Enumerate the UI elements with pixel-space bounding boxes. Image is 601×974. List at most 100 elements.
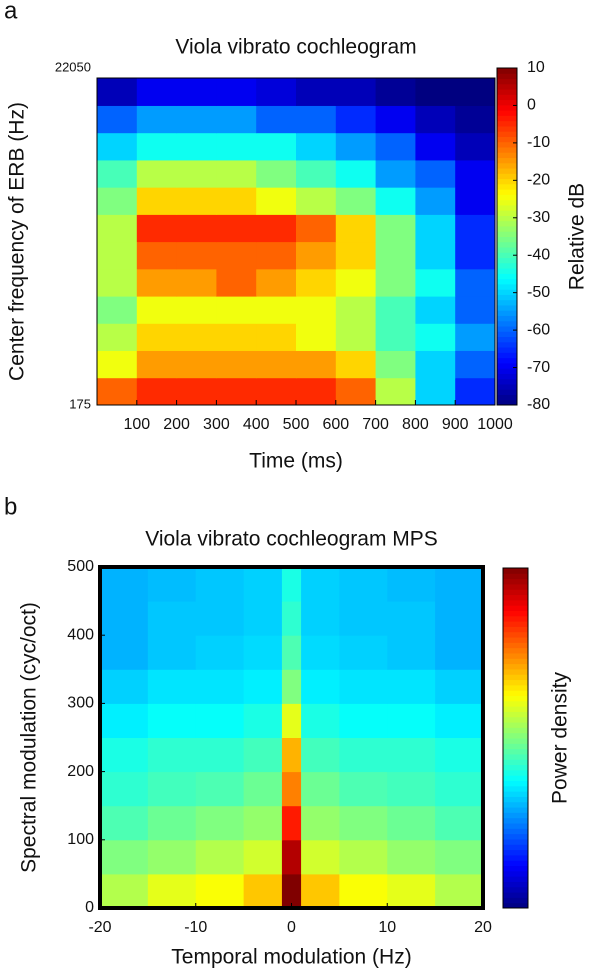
colorbar-swatch	[497, 99, 517, 106]
heatmap-cell	[301, 839, 340, 875]
heatmap-cell	[455, 268, 496, 297]
x-tick-label: 900	[442, 416, 469, 433]
colorbar-swatch	[503, 647, 528, 654]
heatmap-cell	[136, 214, 178, 243]
x-tick-label: 400	[243, 416, 270, 433]
heatmap-cell	[301, 635, 340, 670]
heatmap-cell	[335, 350, 377, 379]
colorbar-swatch	[497, 294, 517, 301]
heatmap-cell	[97, 105, 138, 134]
colorbar-swatch	[503, 897, 528, 904]
chart-title: Viola vibrato cochleogram MPS	[145, 528, 438, 551]
heatmap-cell	[256, 159, 297, 188]
colorbar-swatch	[497, 178, 517, 185]
heatmap-cell	[387, 737, 436, 773]
heatmap-cell	[387, 771, 436, 807]
heatmap-cell	[256, 350, 297, 379]
panel-label: b	[4, 493, 17, 520]
colorbar-swatch	[503, 796, 528, 803]
heatmap-cell	[136, 241, 178, 270]
y-tick-label: 200	[67, 763, 94, 780]
heatmap-cell	[301, 669, 340, 704]
heatmap-cell	[339, 873, 388, 909]
y-tick-label: 500	[67, 558, 94, 575]
colorbar-swatch	[497, 273, 517, 280]
heatmap-cell	[281, 601, 302, 636]
colorbar-swatch	[497, 347, 517, 353]
heatmap-cell	[136, 187, 178, 215]
heatmap-cell	[136, 159, 178, 188]
heatmap-cell	[216, 350, 257, 379]
colorbar-swatch	[497, 278, 517, 285]
heatmap-cell	[435, 669, 484, 704]
colorbar-swatch	[503, 865, 528, 872]
colorbar-swatch	[503, 727, 528, 734]
heatmap-cell	[415, 187, 456, 215]
heatmap-cell	[296, 350, 337, 379]
heatmap-cell	[281, 703, 302, 738]
colorbar-swatch	[503, 695, 528, 702]
heatmap-cell	[296, 323, 337, 351]
colorbar-swatch	[503, 775, 528, 781]
colorbar-swatch	[497, 310, 517, 316]
colorbar-swatch	[503, 599, 528, 606]
colorbar-swatch	[503, 583, 528, 590]
colorbar-swatch	[503, 817, 528, 824]
colorbar-swatch	[503, 722, 528, 728]
colorbar-swatch	[497, 210, 517, 216]
colorbar-swatch	[497, 146, 517, 153]
heatmap-cell	[147, 839, 197, 875]
colorbar-swatch	[497, 394, 517, 401]
colorbar-swatch	[503, 738, 528, 744]
heatmap-cell	[296, 159, 337, 188]
heatmap-cell	[136, 105, 178, 134]
heatmap-cell	[415, 268, 456, 297]
heatmap-cell	[335, 132, 377, 161]
heatmap-cell	[243, 601, 283, 636]
heatmap-cell	[195, 601, 245, 636]
colorbar-swatch	[497, 89, 517, 95]
heatmap-cell	[281, 635, 302, 670]
colorbar-swatch	[497, 215, 517, 222]
heatmap-cell	[339, 703, 388, 738]
colorbar-swatch	[497, 304, 517, 311]
heatmap-cell	[195, 669, 245, 704]
heatmap-cell	[455, 350, 496, 379]
heatmap-cell	[375, 105, 416, 134]
heatmap-cell	[147, 669, 197, 704]
colorbar-swatch	[503, 732, 528, 739]
colorbar-swatch	[503, 568, 528, 574]
heatmap-cell	[100, 601, 149, 636]
heatmap-cell	[435, 635, 484, 670]
heatmap-cell	[216, 78, 257, 106]
heatmap-cell	[243, 635, 283, 670]
colorbar-tick-label: -20	[527, 172, 550, 189]
heatmap-cell	[176, 105, 217, 134]
y-axis-label: Center frequency of ERB (Hz)	[6, 102, 29, 381]
heatmap-cell	[195, 703, 245, 738]
heatmap-cell	[243, 567, 283, 602]
heatmap-cell	[435, 771, 484, 807]
colorbar-swatch	[503, 690, 528, 696]
colorbar-tick-label: -50	[527, 284, 550, 301]
heatmap-cell	[455, 132, 496, 161]
heatmap-cell	[147, 771, 197, 807]
heatmap-cell	[455, 159, 496, 188]
heatmap-cell	[243, 873, 283, 909]
heatmap-cell	[339, 669, 388, 704]
heatmap-cell	[100, 567, 149, 602]
colorbar-swatch	[503, 753, 528, 760]
heatmap-cell	[339, 635, 388, 670]
x-tick-label: -10	[184, 919, 207, 936]
heatmap-cell	[375, 296, 416, 324]
colorbar-swatch	[497, 336, 517, 343]
heatmap-cell	[335, 296, 377, 324]
heatmap-cell	[415, 377, 456, 406]
heatmap-cell	[296, 187, 337, 215]
heatmap-cell	[176, 187, 217, 215]
y-axis-label: Spectral modulation (cyc/oct)	[18, 602, 41, 873]
colorbar-swatch	[503, 769, 528, 776]
x-tick-label: 1000	[477, 416, 513, 433]
colorbar-swatch	[503, 589, 528, 596]
heatmap-cell	[97, 268, 138, 297]
